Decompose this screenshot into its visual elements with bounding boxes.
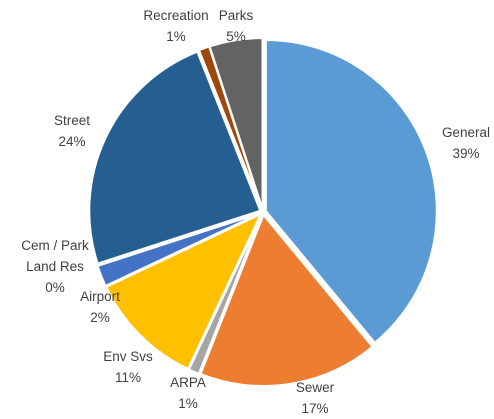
category-label: Cem / Park Land Res (21, 238, 89, 274)
value-label: 5% (226, 29, 246, 44)
data-label: Street 24% (37, 110, 107, 152)
category-label: General (441, 125, 491, 140)
value-label: 1% (166, 29, 186, 44)
data-label: Env Svs 11% (93, 346, 163, 388)
value-label: 17% (301, 401, 329, 416)
category-label: Airport (80, 289, 120, 304)
data-label: Recreation 1% (136, 5, 216, 47)
category-label: Sewer (295, 380, 335, 395)
value-label: 1% (178, 396, 198, 411)
data-label: Sewer 17% (280, 377, 350, 419)
value-label: 24% (58, 134, 86, 149)
data-label: Airport 2% (65, 286, 135, 328)
pie-slice (104, 212, 263, 371)
pie-slice (199, 213, 374, 387)
data-label: General 39% (426, 122, 494, 164)
data-label: ARPA 1% (158, 372, 218, 414)
value-label: 11% (114, 370, 142, 385)
category-label: ARPA (170, 375, 206, 390)
pie-slice (97, 211, 261, 267)
data-label: Parks 5% (206, 5, 266, 47)
pie-slice (264, 38, 438, 345)
data-label: Cem / Park Land Res 0% (8, 235, 103, 298)
category-label: Recreation (143, 8, 209, 23)
pie-slice (187, 214, 263, 376)
pie-slice (208, 37, 264, 210)
value-label: 0% (45, 280, 65, 295)
pie-slice (88, 50, 262, 265)
value-label: 39% (452, 146, 480, 161)
category-label: Env Svs (103, 349, 153, 364)
category-label: Street (53, 113, 91, 128)
value-label: 2% (90, 310, 110, 325)
category-label: Parks (218, 8, 254, 23)
